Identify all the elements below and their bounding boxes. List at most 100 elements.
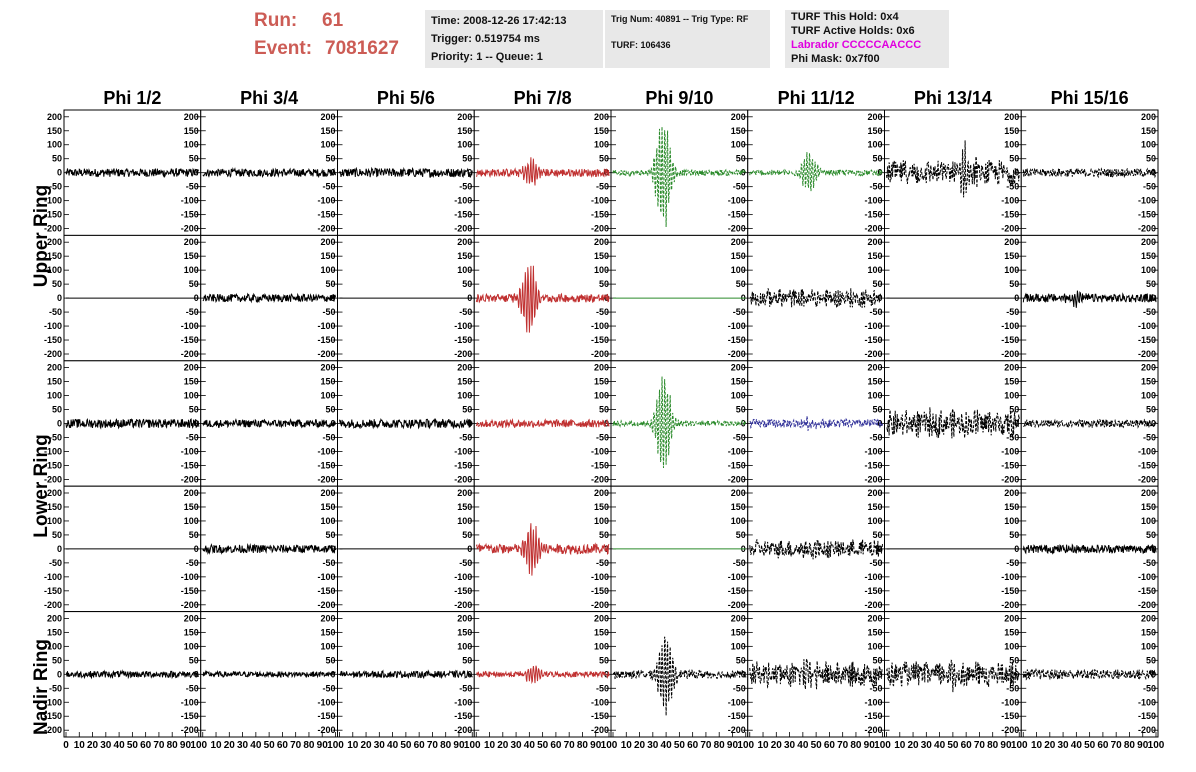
time-info-box: Time: 2008-12-26 17:42:13 Trigger: 0.519… — [425, 10, 603, 68]
y-tick-label: 150 — [457, 251, 472, 261]
x-tick-label: 90 — [180, 740, 192, 751]
waveform-trace — [886, 140, 1020, 198]
y-tick-label: -100 — [181, 196, 199, 206]
y-tick-label: -150 — [728, 335, 746, 345]
run-label: Run: — [254, 10, 298, 31]
x-tick-label: 50 — [1084, 740, 1096, 751]
y-tick-label: -100 — [591, 697, 609, 707]
x-tick-label: 70 — [700, 740, 712, 751]
y-tick-label: -50 — [1006, 683, 1019, 693]
y-tick-label: -150 — [728, 460, 746, 470]
event-value: 7081627 — [325, 38, 399, 59]
y-tick-label: -200 — [454, 224, 472, 234]
y-tick-label: -50 — [459, 558, 472, 568]
run-value: 61 — [322, 10, 344, 31]
y-tick-label: 0 — [877, 669, 882, 679]
x-tick-label: 60 — [550, 740, 562, 751]
x-tick-label: 40 — [250, 740, 262, 751]
y-tick-label: -100 — [44, 697, 62, 707]
y-tick-label: -50 — [322, 182, 335, 192]
y-tick-label: 50 — [736, 279, 746, 289]
y-tick-label: 50 — [325, 655, 335, 665]
y-tick-label: 0 — [1151, 419, 1156, 429]
phi-header-5: Phi 9/10 — [645, 88, 714, 108]
waveform-trace — [65, 669, 199, 680]
y-tick-label: 200 — [1141, 237, 1156, 247]
y-tick-label: 200 — [1004, 488, 1019, 498]
y-tick-label: 100 — [184, 641, 199, 651]
y-tick-label: -200 — [1138, 349, 1156, 359]
y-tick-label: -100 — [864, 321, 882, 331]
y-tick-label: 100 — [1004, 140, 1019, 150]
phi-mask-text: Phi Mask: 0x7f00 — [791, 53, 880, 65]
y-tick-label: -200 — [44, 349, 62, 359]
y-tick-label: 200 — [867, 613, 882, 623]
y-tick-label: 100 — [867, 641, 882, 651]
waveform-trace — [65, 167, 200, 178]
y-tick-label: 50 — [1146, 655, 1156, 665]
y-tick-label: 200 — [320, 237, 335, 247]
x-tick-label: 20 — [907, 740, 919, 751]
y-tick-label: -150 — [1138, 335, 1156, 345]
y-tick-label: 200 — [47, 613, 62, 623]
y-tick-label: -100 — [454, 321, 472, 331]
y-tick-label: 200 — [320, 112, 335, 122]
y-tick-label: 150 — [320, 627, 335, 637]
y-tick-label: -200 — [728, 600, 746, 610]
x-tick-label: 40 — [661, 740, 673, 751]
y-tick-label: 50 — [599, 655, 609, 665]
y-tick-label: 50 — [189, 530, 199, 540]
y-tick-label: 200 — [47, 237, 62, 247]
y-tick-label: -100 — [1138, 697, 1156, 707]
y-tick-label: 150 — [320, 502, 335, 512]
x-tick-label: 80 — [714, 740, 726, 751]
waveform-trace — [202, 669, 336, 679]
y-tick-label: 150 — [867, 627, 882, 637]
x-tick-label: 50 — [674, 740, 686, 751]
y-tick-label: -50 — [459, 683, 472, 693]
x-tick-label: 20 — [497, 740, 509, 751]
y-tick-label: 100 — [594, 140, 609, 150]
waveform-trace — [339, 166, 473, 179]
y-tick-label: -100 — [1138, 572, 1156, 582]
y-tick-label: 100 — [47, 641, 62, 651]
y-tick-label: 100 — [184, 265, 199, 275]
y-tick-label: 50 — [1009, 655, 1019, 665]
x-tick-label: 50 — [400, 740, 412, 751]
y-tick-label: -200 — [728, 349, 746, 359]
y-tick-label: 100 — [867, 140, 882, 150]
x-tick-label: 30 — [1058, 740, 1070, 751]
y-tick-label: 50 — [872, 279, 882, 289]
y-tick-label: -100 — [317, 321, 335, 331]
y-tick-label: 200 — [867, 112, 882, 122]
y-tick-label: 0 — [57, 168, 62, 178]
time-text: Time: 2008-12-26 17:42:13 — [431, 15, 567, 27]
y-tick-label: -100 — [591, 196, 609, 206]
y-tick-label: -100 — [454, 697, 472, 707]
x-tick-label: 90 — [453, 740, 465, 751]
y-tick-label: -100 — [728, 697, 746, 707]
y-tick-label: 200 — [184, 237, 199, 247]
y-tick-label: 100 — [457, 140, 472, 150]
y-tick-label: 100 — [1004, 265, 1019, 275]
x-tick-label: 100 — [190, 740, 207, 751]
y-tick-label: 50 — [189, 655, 199, 665]
y-tick-label: 50 — [736, 530, 746, 540]
y-tick-label: -50 — [49, 307, 62, 317]
y-tick-label: -150 — [728, 586, 746, 596]
y-tick-label: -100 — [317, 697, 335, 707]
x-tick-label: 10 — [74, 740, 86, 751]
y-tick-label: 0 — [1014, 419, 1019, 429]
y-tick-label: -150 — [1001, 586, 1019, 596]
x-tick-label: 0 — [63, 740, 69, 751]
waveform-trace — [202, 167, 336, 179]
y-tick-label: 150 — [594, 126, 609, 136]
y-tick-label: 50 — [736, 655, 746, 665]
y-tick-label: -50 — [869, 182, 882, 192]
y-tick-label: 200 — [1004, 613, 1019, 623]
y-tick-label: 200 — [594, 237, 609, 247]
y-tick-label: 200 — [1004, 237, 1019, 247]
waveform-trace — [749, 288, 883, 309]
y-tick-label: 100 — [47, 265, 62, 275]
x-tick-label: 20 — [771, 740, 783, 751]
